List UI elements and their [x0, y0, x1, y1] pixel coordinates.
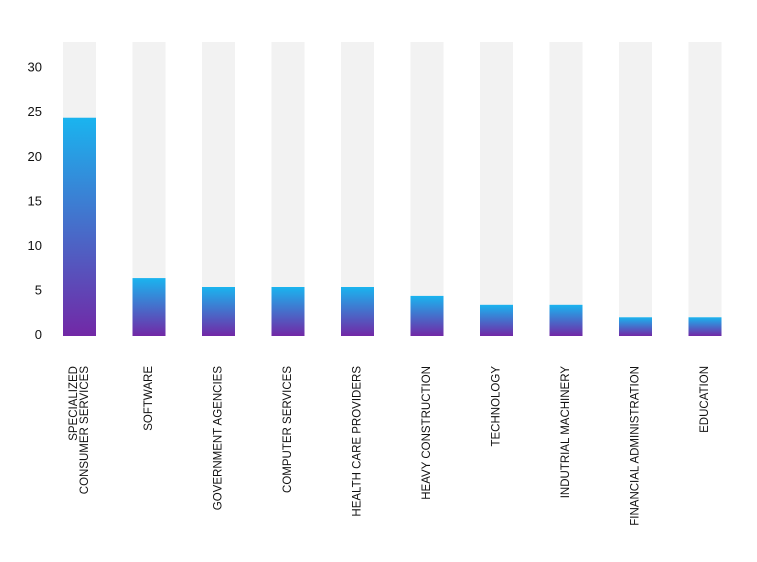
x-tick-label-line: COMPUTER SERVICES [282, 366, 294, 493]
x-tick-label: GOVERNMENT AGENCIES [213, 366, 225, 511]
x-axis-labels: SPECIALIZED CONSUMER SERVICES SOFTWARE GOVE… [68, 366, 711, 526]
bar [341, 287, 374, 336]
x-tick-label-line: HEALTH CARE PROVIDERS [352, 366, 364, 517]
y-tick-label: 15 [28, 193, 42, 208]
x-tick-label: TECHNOLOGY [491, 366, 503, 447]
bar [549, 304, 583, 336]
x-tick-label: HEALTH CARE PROVIDERS [352, 366, 364, 517]
x-tick-label: SOFTWARE [143, 366, 155, 431]
x-tick-label-line: HEAVY CONSTRUCTION [421, 366, 433, 500]
bar-track [549, 42, 583, 336]
x-tick-label-line: TECHNOLOGY [491, 366, 503, 447]
x-tick-label: HEAVY CONSTRUCTION [421, 366, 433, 500]
bar [202, 287, 235, 336]
y-tick-label: 25 [28, 104, 42, 119]
x-tick-label-line: GOVERNMENT AGENCIES [213, 366, 225, 511]
bar [132, 278, 166, 336]
bar-track [480, 42, 513, 336]
x-tick-label: EDUCATION [699, 366, 711, 433]
bar [63, 117, 96, 337]
bar [410, 295, 444, 336]
y-axis: 0 5 10 15 20 25 30 [28, 60, 42, 342]
x-tick-label-line: CONSUMER SERVICES [79, 366, 91, 495]
y-tick-label: 20 [28, 149, 42, 164]
x-tick-label: COMPUTER SERVICES [282, 366, 294, 493]
bar-track [410, 42, 444, 336]
x-tick-label-line: FINANCIAL ADMINISTRATION [630, 366, 642, 526]
x-tick-label: FINANCIAL ADMINISTRATION [630, 366, 642, 526]
x-tick-label-line: INDUTRIAL MACHINERY [560, 366, 572, 499]
bar-track [688, 42, 722, 336]
bar [271, 287, 305, 336]
x-tick-label: SPECIALIZED CONSUMER SERVICES [68, 366, 91, 495]
bar [480, 304, 513, 336]
x-tick-label-line: SPECIALIZED [68, 366, 80, 441]
y-tick-label: 10 [28, 238, 42, 253]
x-tick-label: INDUTRIAL MACHINERY [560, 366, 572, 499]
y-tick-label: 5 [35, 282, 42, 297]
x-tick-label-line: SOFTWARE [143, 366, 155, 431]
bars [63, 117, 722, 337]
y-tick-label: 0 [35, 327, 42, 342]
bar [688, 317, 722, 336]
x-tick-label-line: EDUCATION [699, 366, 711, 433]
y-tick-label: 30 [28, 60, 42, 75]
bar-track [619, 42, 652, 336]
bar [619, 317, 652, 336]
